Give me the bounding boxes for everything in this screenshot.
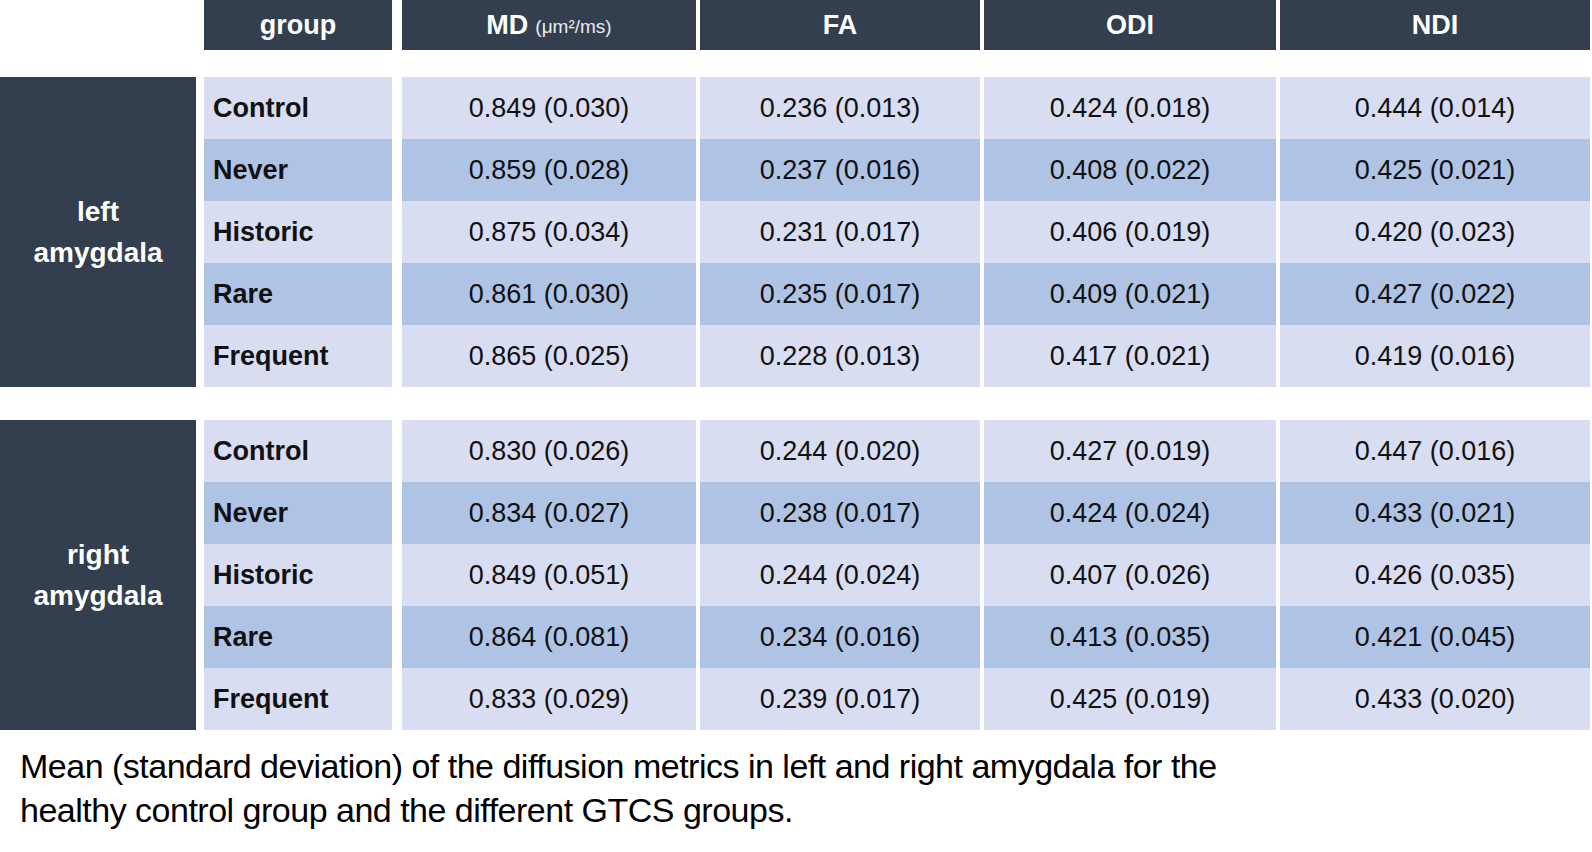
cell-odi: 0.425 (0.019) [984, 668, 1276, 730]
row-group-label-right-amygdala: right amygdala [0, 420, 196, 730]
header-md-label: MD [486, 10, 528, 41]
header-cell-md: MD (μm²/ms) [402, 0, 696, 50]
cell-group: Rare [204, 263, 392, 325]
table-row: Frequent 0.865 (0.025) 0.228 (0.013) 0.4… [204, 325, 1592, 387]
cell-md: 0.861 (0.030) [402, 263, 696, 325]
cell-ndi: 0.425 (0.021) [1280, 139, 1590, 201]
cell-fa: 0.238 (0.017) [700, 482, 980, 544]
header-md-unit: (μm²/ms) [535, 13, 611, 38]
cell-md: 0.830 (0.026) [402, 420, 696, 482]
cell-odi: 0.417 (0.021) [984, 325, 1276, 387]
cell-group: Frequent [204, 325, 392, 387]
section-right-amygdala: right amygdala Control 0.830 (0.026) 0.2… [0, 420, 1592, 730]
table-row: Frequent 0.833 (0.029) 0.239 (0.017) 0.4… [204, 668, 1592, 730]
header-cell-group: group [204, 0, 392, 50]
cell-fa: 0.236 (0.013) [700, 77, 980, 139]
cell-odi: 0.406 (0.019) [984, 201, 1276, 263]
table-row: Never 0.834 (0.027) 0.238 (0.017) 0.424 … [204, 482, 1592, 544]
cell-fa: 0.235 (0.017) [700, 263, 980, 325]
cell-fa: 0.228 (0.013) [700, 325, 980, 387]
table-caption: Mean (standard deviation) of the diffusi… [0, 730, 1592, 832]
cell-odi: 0.409 (0.021) [984, 263, 1276, 325]
row-group-label-left-amygdala: left amygdala [0, 77, 196, 387]
cell-ndi: 0.447 (0.016) [1280, 420, 1590, 482]
cell-md: 0.875 (0.034) [402, 201, 696, 263]
cell-fa: 0.231 (0.017) [700, 201, 980, 263]
cell-md: 0.849 (0.030) [402, 77, 696, 139]
diffusion-metrics-table-figure: group MD (μm²/ms) FA ODI NDI left amygda… [0, 0, 1592, 852]
cell-odi: 0.408 (0.022) [984, 139, 1276, 201]
section-rows: Control 0.849 (0.030) 0.236 (0.013) 0.42… [204, 77, 1592, 387]
cell-odi: 0.424 (0.024) [984, 482, 1276, 544]
header-cell-fa: FA [700, 0, 980, 50]
cell-ndi: 0.421 (0.045) [1280, 606, 1590, 668]
cell-odi: 0.413 (0.035) [984, 606, 1276, 668]
table-row: Control 0.849 (0.030) 0.236 (0.013) 0.42… [204, 77, 1592, 139]
cell-group: Frequent [204, 668, 392, 730]
table-row: Control 0.830 (0.026) 0.244 (0.020) 0.42… [204, 420, 1592, 482]
cell-md: 0.859 (0.028) [402, 139, 696, 201]
cell-fa: 0.234 (0.016) [700, 606, 980, 668]
cell-group: Control [204, 77, 392, 139]
cell-group: Control [204, 420, 392, 482]
cell-odi: 0.424 (0.018) [984, 77, 1276, 139]
cell-ndi: 0.444 (0.014) [1280, 77, 1590, 139]
table-row: Historic 0.849 (0.051) 0.244 (0.024) 0.4… [204, 544, 1592, 606]
table-header-row: group MD (μm²/ms) FA ODI NDI [204, 0, 1592, 50]
cell-fa: 0.244 (0.024) [700, 544, 980, 606]
section-left-amygdala: left amygdala Control 0.849 (0.030) 0.23… [0, 77, 1592, 387]
cell-md: 0.833 (0.029) [402, 668, 696, 730]
cell-fa: 0.244 (0.020) [700, 420, 980, 482]
cell-ndi: 0.433 (0.020) [1280, 668, 1590, 730]
section-rows: Control 0.830 (0.026) 0.244 (0.020) 0.42… [204, 420, 1592, 730]
table-row: Rare 0.864 (0.081) 0.234 (0.016) 0.413 (… [204, 606, 1592, 668]
header-cell-ndi: NDI [1280, 0, 1590, 50]
cell-group: Never [204, 482, 392, 544]
cell-fa: 0.237 (0.016) [700, 139, 980, 201]
cell-odi: 0.427 (0.019) [984, 420, 1276, 482]
cell-fa: 0.239 (0.017) [700, 668, 980, 730]
cell-md: 0.864 (0.081) [402, 606, 696, 668]
table-row: Never 0.859 (0.028) 0.237 (0.016) 0.408 … [204, 139, 1592, 201]
table-row: Historic 0.875 (0.034) 0.231 (0.017) 0.4… [204, 201, 1592, 263]
cell-md: 0.849 (0.051) [402, 544, 696, 606]
cell-md: 0.834 (0.027) [402, 482, 696, 544]
cell-md: 0.865 (0.025) [402, 325, 696, 387]
cell-ndi: 0.433 (0.021) [1280, 482, 1590, 544]
cell-ndi: 0.420 (0.023) [1280, 201, 1590, 263]
cell-odi: 0.407 (0.026) [984, 544, 1276, 606]
table-row: Rare 0.861 (0.030) 0.235 (0.017) 0.409 (… [204, 263, 1592, 325]
cell-ndi: 0.427 (0.022) [1280, 263, 1590, 325]
cell-group: Historic [204, 544, 392, 606]
cell-group: Never [204, 139, 392, 201]
cell-group: Historic [204, 201, 392, 263]
cell-ndi: 0.419 (0.016) [1280, 325, 1590, 387]
cell-ndi: 0.426 (0.035) [1280, 544, 1590, 606]
cell-group: Rare [204, 606, 392, 668]
header-cell-odi: ODI [984, 0, 1276, 50]
